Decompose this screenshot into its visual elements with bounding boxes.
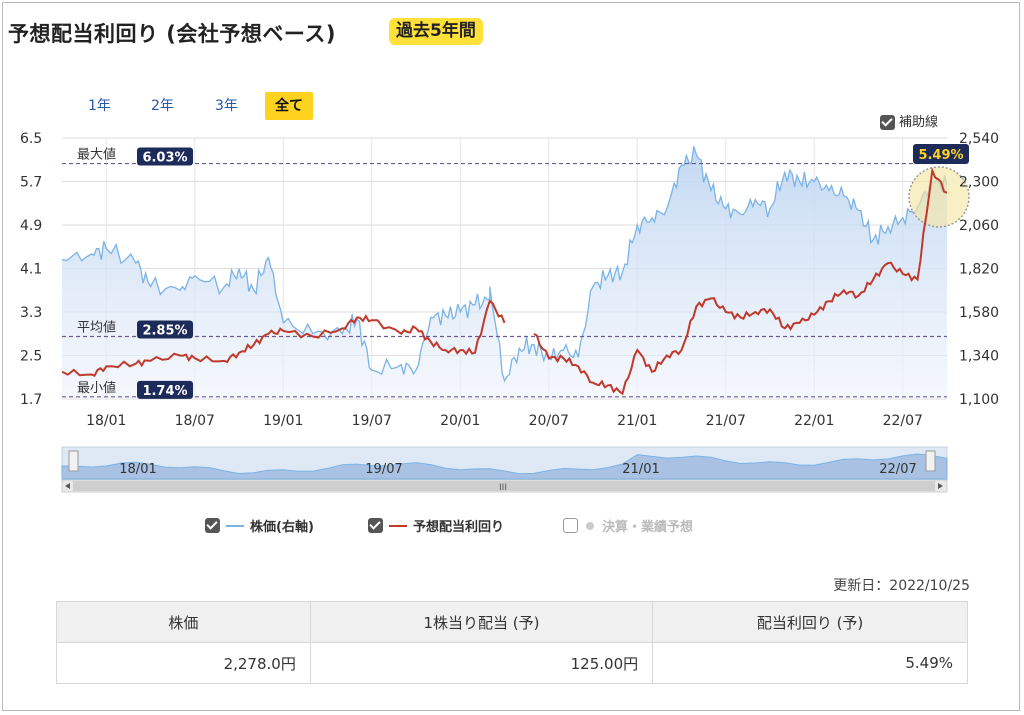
- navigator-label: 18/01: [119, 462, 156, 477]
- reference-lines: 最大値 6.03% 平均値 2.85% 最小値 1.74% 5.49%: [62, 144, 970, 399]
- legend-price-swatch: [226, 524, 244, 527]
- legend-yield-checkbox[interactable]: [368, 518, 383, 533]
- y-right-tick: 1,580: [959, 305, 999, 321]
- y-left-tick: 4.9: [20, 218, 42, 234]
- x-tick-label: 21/01: [617, 413, 657, 429]
- aux-lines-label: 補助線: [899, 115, 939, 130]
- value-dividend: 125.00円: [309, 642, 654, 684]
- y-left-tick: 3.3: [20, 305, 42, 321]
- legend-yield[interactable]: 予想配当利回り: [368, 516, 504, 535]
- reference-value: 1.74%: [142, 384, 187, 399]
- x-tick-label: 21/07: [706, 413, 746, 429]
- navigator[interactable]: 18/01 19/07 21/01 22/07 III: [61, 446, 948, 493]
- reference-value-box: [137, 380, 193, 399]
- x-tick-label: 18/01: [86, 413, 126, 429]
- aux-lines-toggle[interactable]: 補助線: [880, 111, 938, 130]
- x-tick-label: 22/07: [883, 413, 923, 429]
- legend-price-label: 株価(右軸): [250, 520, 314, 535]
- value-price: 2,278.0円: [56, 642, 311, 684]
- yield-line: [533, 166, 947, 396]
- yield-line: [62, 299, 506, 377]
- header-yield: 配当利回り (予): [652, 601, 968, 643]
- legend-earnings-label: 決算・業績予想: [602, 520, 694, 535]
- y-right-tick: 1,100: [959, 392, 999, 408]
- y-left-tick: 4.1: [20, 262, 42, 278]
- legend-earnings-checkbox[interactable]: [563, 518, 578, 533]
- navigator-label: 19/07: [365, 462, 402, 477]
- y-right-tick: 1,340: [959, 349, 999, 365]
- header-price: 株価: [56, 601, 311, 643]
- current-value-label: 5.49%: [918, 148, 963, 163]
- summary-table: 株価 1株当り配当 (予) 配当利回り (予) 2,278.0円 125.00円…: [56, 601, 968, 684]
- range-2y-button[interactable]: 2年: [151, 98, 174, 114]
- scroll-right-arrow-icon[interactable]: [938, 483, 943, 489]
- yield-series: [62, 166, 947, 396]
- legend-yield-swatch: [389, 524, 407, 527]
- aux-lines-checkbox[interactable]: [880, 115, 895, 130]
- legend-yield-label: 予想配当利回り: [413, 520, 505, 535]
- range-3y-button[interactable]: 3年: [215, 98, 238, 114]
- reference-value-box: [137, 147, 193, 166]
- y-right-tick: 1,820: [959, 262, 999, 278]
- x-tick-label: 18/07: [175, 413, 215, 429]
- current-value-box: [913, 144, 969, 164]
- current-highlight: [908, 166, 970, 228]
- scroll-left-arrow-icon[interactable]: [65, 483, 70, 489]
- price-area: [62, 146, 947, 399]
- range-all-button[interactable]: 全て: [265, 92, 313, 120]
- y-left-tick: 2.5: [20, 349, 42, 365]
- reference-label: 最大値: [77, 147, 116, 163]
- x-tick-label: 20/07: [529, 413, 569, 429]
- reference-value-box: [137, 320, 193, 339]
- price-area-fill: [62, 146, 947, 399]
- yield-price-chart[interactable]: 最大値 6.03% 平均値 2.85% 最小値 1.74% 5.49% 6.5 2,540 5.…: [0, 0, 1024, 500]
- navigator-label: 22/07: [879, 462, 916, 477]
- reference-label: 平均値: [77, 319, 116, 335]
- updated-date: 更新日：2022/10/25: [833, 578, 970, 594]
- y-left-tick: 5.7: [20, 175, 42, 191]
- reference-value: 2.85%: [142, 323, 187, 338]
- page-title: 予想配当利回り (会社予想ベース): [8, 22, 336, 46]
- navigator-series: [61, 453, 948, 480]
- legend-price-checkbox[interactable]: [205, 518, 220, 533]
- navigator-handle-right[interactable]: [925, 450, 936, 472]
- value-yield: 5.49%: [652, 642, 968, 684]
- legend-earnings-dot: [586, 521, 594, 530]
- scrollbar-grip: III: [499, 483, 507, 493]
- axes: 6.5 2,540 5.7 2,300 4.9 2,060 4.1 1,820 3.3 1,580…: [20, 131, 999, 429]
- y-right-tick: 2,060: [959, 218, 999, 234]
- x-tick-label: 19/07: [352, 413, 392, 429]
- x-tick-label: 20/01: [440, 413, 480, 429]
- reference-label: 最小値: [77, 380, 116, 396]
- legend-earnings[interactable]: 決算・業績予想: [563, 516, 693, 535]
- legend-price[interactable]: 株価(右軸): [205, 516, 314, 535]
- y-right-tick: 2,300: [959, 175, 999, 191]
- navigator-handle-left[interactable]: [68, 450, 79, 472]
- header-dividend: 1株当り配当 (予): [309, 601, 654, 643]
- x-tick-label: 19/01: [263, 413, 303, 429]
- y-left-tick: 1.7: [20, 392, 42, 408]
- scrollbar-thumb[interactable]: [73, 481, 935, 491]
- y-right-tick: 2,540: [959, 131, 999, 147]
- period-badge: 過去5年間: [389, 18, 483, 45]
- range-1y-button[interactable]: 1年: [88, 98, 111, 114]
- reference-value: 6.03%: [142, 151, 187, 166]
- x-tick-label: 22/01: [794, 413, 834, 429]
- navigator-label: 21/01: [622, 462, 659, 477]
- y-left-tick: 6.5: [20, 131, 42, 147]
